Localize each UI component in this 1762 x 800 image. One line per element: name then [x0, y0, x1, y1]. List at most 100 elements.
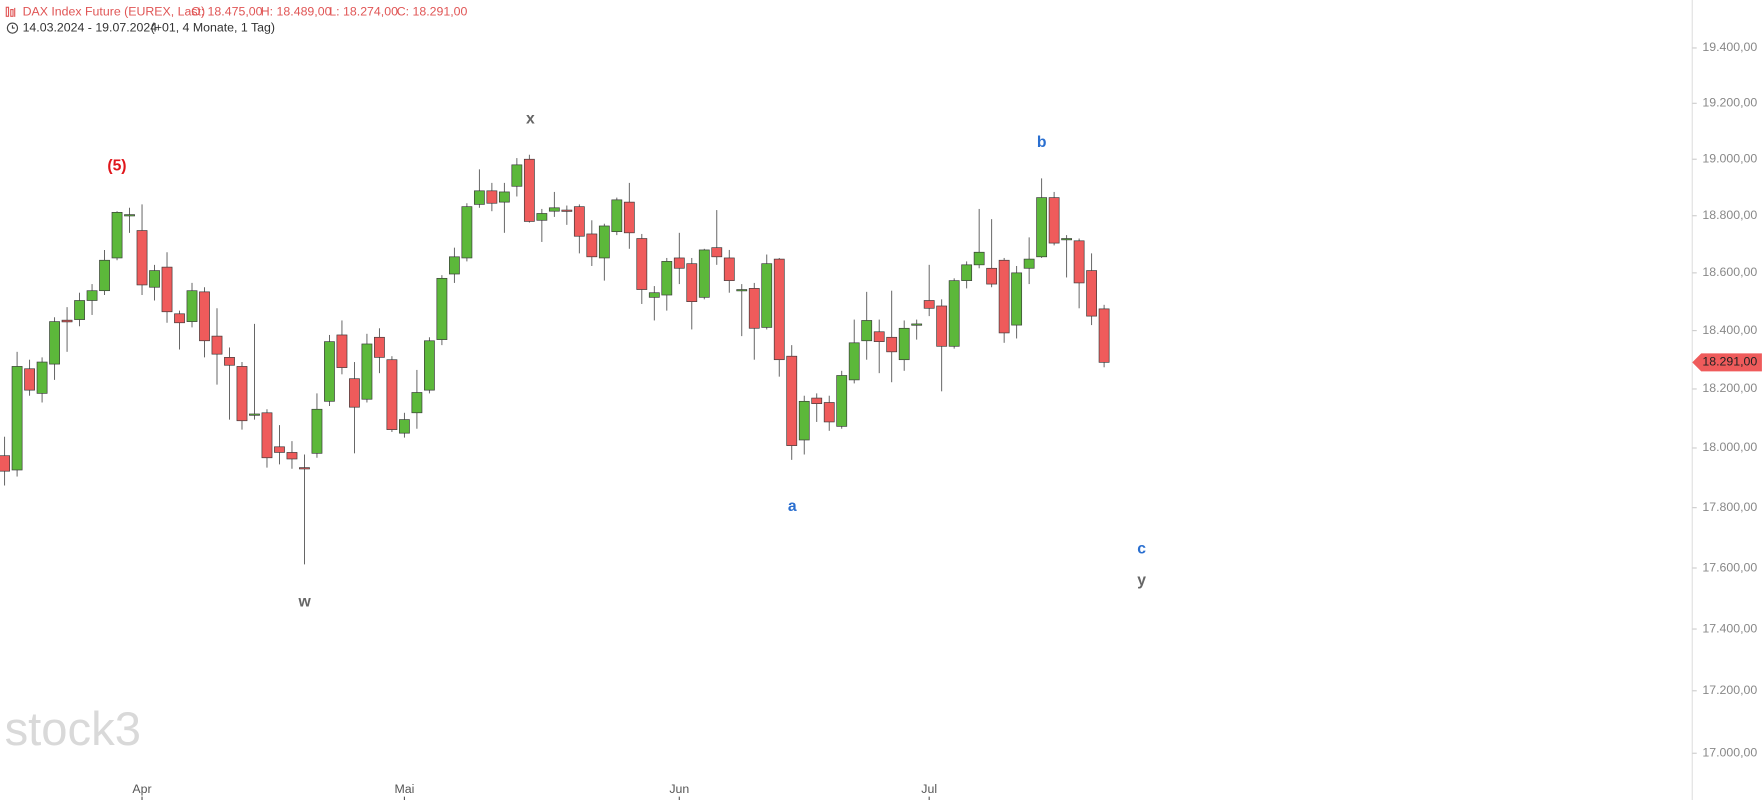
- candle-down: [1048, 197, 1060, 244]
- y-tick-label: 19.000,00: [1702, 151, 1757, 165]
- candle-up: [836, 375, 848, 427]
- wave-label: b: [1037, 134, 1047, 151]
- clock-hands: [11, 25, 15, 29]
- header-icon: [5, 6, 16, 17]
- candle-up: [1061, 238, 1073, 241]
- candle-up: [1011, 272, 1023, 326]
- candle-up: [149, 270, 160, 288]
- candle-down: [673, 257, 685, 269]
- candle-down: [811, 397, 823, 404]
- candle-up: [186, 290, 198, 322]
- y-tick-label: 19.400,00: [1702, 40, 1757, 54]
- candle-up: [973, 251, 985, 266]
- candle-up: [99, 259, 110, 292]
- candle-down: [986, 267, 998, 285]
- candle-down: [174, 313, 185, 324]
- y-tick-label: 19.200,00: [1702, 96, 1757, 110]
- candle-down: [623, 201, 635, 234]
- candle-down: [286, 452, 298, 460]
- candle-up: [948, 280, 960, 347]
- candle-up: [324, 341, 335, 402]
- y-tick-label: 17.600,00: [1702, 560, 1757, 574]
- candle-up: [36, 361, 48, 394]
- subtitle-note: (+01, 4 Monate, 1 Tag): [151, 20, 275, 34]
- candle-up: [611, 199, 623, 233]
- candle-down: [199, 291, 210, 342]
- candle-down: [486, 190, 498, 204]
- candle-down: [573, 206, 585, 237]
- candle-down: [723, 257, 735, 281]
- candle-up: [49, 321, 60, 365]
- wave-label: a: [788, 498, 797, 515]
- candle-up: [536, 213, 548, 221]
- candle-down: [336, 334, 348, 368]
- candle-up: [436, 277, 448, 340]
- y-tick-label: 17.400,00: [1702, 621, 1757, 635]
- y-tick-label: 17.800,00: [1702, 500, 1757, 514]
- candle-down: [261, 412, 273, 459]
- candle-down: [224, 357, 235, 366]
- wave-label: (5): [107, 157, 126, 174]
- last-price-label: 18.291,00: [1702, 355, 1757, 369]
- candle-down: [523, 158, 535, 222]
- y-tick-label: 18.200,00: [1702, 381, 1757, 395]
- candle-up: [1023, 258, 1035, 269]
- y-tick-label: 18.000,00: [1702, 440, 1757, 454]
- candle-up: [798, 400, 810, 441]
- candle-down: [1086, 270, 1098, 317]
- candle-up: [461, 206, 473, 259]
- candle-up: [411, 392, 423, 414]
- candle-down: [374, 336, 385, 358]
- candle-down: [349, 378, 360, 408]
- y-tick-label: 17.200,00: [1702, 683, 1757, 697]
- candle-down: [773, 258, 785, 361]
- candle-down: [274, 446, 285, 453]
- candle-down: [236, 366, 248, 422]
- candle-down: [886, 336, 898, 353]
- candle-down: [873, 331, 885, 342]
- candle-up: [861, 320, 873, 342]
- y-tick-label: 17.000,00: [1702, 746, 1757, 760]
- candle-up: [424, 340, 435, 391]
- candle-up: [124, 214, 135, 217]
- candle-down: [1098, 308, 1110, 363]
- y-tick-label: 18.400,00: [1702, 323, 1757, 337]
- candle-up: [86, 290, 98, 301]
- wave-label: x: [526, 110, 535, 127]
- candle-down: [998, 259, 1010, 334]
- x-tick-label: Apr: [132, 782, 151, 796]
- candle-down: [686, 263, 698, 302]
- candle-up: [111, 211, 123, 259]
- candle-down: [786, 355, 798, 446]
- x-tick-label: Jul: [921, 782, 937, 796]
- candle-up: [74, 300, 85, 320]
- candle-down: [386, 359, 398, 430]
- candle-down: [936, 305, 948, 347]
- candle-up: [911, 323, 923, 326]
- candle-up: [598, 225, 610, 259]
- wave-label: w: [297, 593, 311, 610]
- candle-down: [136, 230, 148, 286]
- candle-up: [249, 413, 260, 416]
- candle-down: [299, 467, 310, 470]
- candle-up: [311, 408, 323, 454]
- candle-down: [561, 209, 573, 212]
- last-price-tag: [1692, 353, 1762, 372]
- candle-up: [498, 191, 510, 203]
- x-tick-label: Jun: [669, 782, 689, 796]
- candle-up: [361, 343, 373, 400]
- candle-up: [848, 342, 860, 381]
- candle-down: [923, 300, 935, 309]
- candle-down: [711, 247, 723, 258]
- y-tick-label: 18.600,00: [1702, 265, 1757, 279]
- chart-title: DAX Index Future (EUREX, Last): [23, 5, 205, 19]
- subtitle: 14.03.2024 - 19.07.2024: [23, 20, 158, 34]
- candle-up: [1036, 197, 1048, 258]
- candle-up: [11, 366, 23, 471]
- ohlc-label: O: 18.475,00: [191, 5, 263, 19]
- ohlc-label: H: 18.489,00: [261, 5, 332, 19]
- candle-down: [636, 238, 648, 290]
